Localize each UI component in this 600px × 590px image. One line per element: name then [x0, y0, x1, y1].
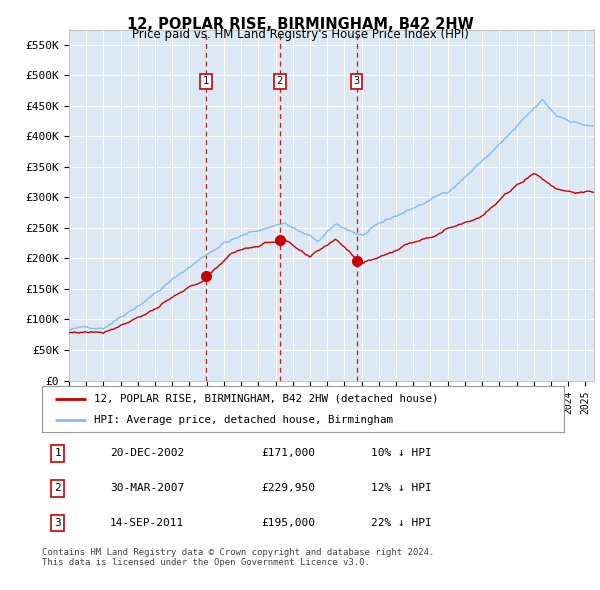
Text: 3: 3	[54, 518, 61, 528]
Text: 3: 3	[353, 76, 360, 86]
Text: 2: 2	[54, 483, 61, 493]
Text: 12% ↓ HPI: 12% ↓ HPI	[371, 483, 431, 493]
Text: 30-MAR-2007: 30-MAR-2007	[110, 483, 184, 493]
Text: 2: 2	[277, 76, 283, 86]
Text: 22% ↓ HPI: 22% ↓ HPI	[371, 518, 431, 528]
Text: Price paid vs. HM Land Registry's House Price Index (HPI): Price paid vs. HM Land Registry's House …	[131, 28, 469, 41]
Text: £171,000: £171,000	[261, 448, 315, 458]
Text: 14-SEP-2011: 14-SEP-2011	[110, 518, 184, 528]
Text: £229,950: £229,950	[261, 483, 315, 493]
Text: £195,000: £195,000	[261, 518, 315, 528]
Text: 20-DEC-2002: 20-DEC-2002	[110, 448, 184, 458]
Text: 12, POPLAR RISE, BIRMINGHAM, B42 2HW: 12, POPLAR RISE, BIRMINGHAM, B42 2HW	[127, 17, 473, 31]
Text: 1: 1	[203, 76, 209, 86]
Text: 1: 1	[54, 448, 61, 458]
Text: 10% ↓ HPI: 10% ↓ HPI	[371, 448, 431, 458]
Text: HPI: Average price, detached house, Birmingham: HPI: Average price, detached house, Birm…	[94, 415, 393, 425]
Text: 12, POPLAR RISE, BIRMINGHAM, B42 2HW (detached house): 12, POPLAR RISE, BIRMINGHAM, B42 2HW (de…	[94, 394, 439, 404]
Text: Contains HM Land Registry data © Crown copyright and database right 2024.
This d: Contains HM Land Registry data © Crown c…	[42, 548, 434, 567]
